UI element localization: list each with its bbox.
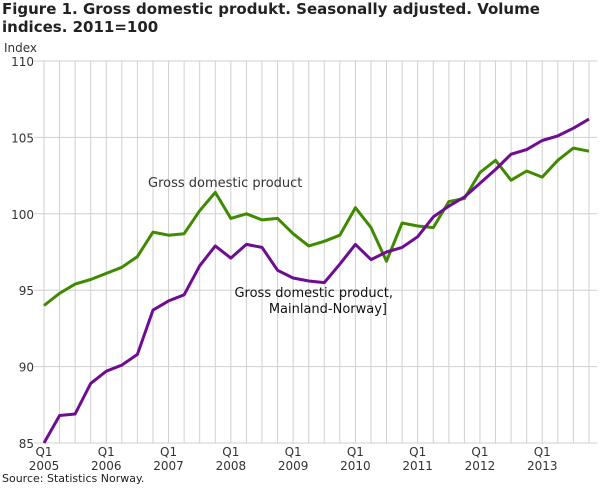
x-tick-year: 2009 <box>278 459 309 473</box>
x-tick-quarter: Q1 <box>222 445 239 459</box>
x-tick-quarter: Q1 <box>534 445 551 459</box>
x-tick-quarter: Q1 <box>98 445 115 459</box>
x-tick-year: 2008 <box>216 459 247 473</box>
source-note: Source: Statistics Norway. <box>2 472 145 485</box>
series-line-mainland <box>42 117 590 444</box>
x-tick-year: 2012 <box>465 459 496 473</box>
series-line-gdp <box>43 146 590 307</box>
chart-title: Figure 1. Gross domestic produkt. Season… <box>2 0 540 36</box>
x-tick-year: 2006 <box>91 459 122 473</box>
x-tick-quarter: Q1 <box>285 445 302 459</box>
x-tick-quarter: Q1 <box>35 445 52 459</box>
series-label-mainland: Mainland-Norway] <box>269 302 387 317</box>
y-tick-label: 85 <box>19 437 34 451</box>
x-tick-year: 2010 <box>340 459 371 473</box>
y-tick-label: 100 <box>11 208 34 222</box>
y-tick-label: 95 <box>19 284 34 298</box>
x-tick-year: 2013 <box>527 459 558 473</box>
x-tick-year: 2007 <box>153 459 184 473</box>
series-label-gdp: Gross domestic product <box>148 176 302 191</box>
x-tick-quarter: Q1 <box>471 445 488 459</box>
x-tick-quarter: Q1 <box>160 445 177 459</box>
x-tick-quarter: Q1 <box>347 445 364 459</box>
y-tick-label: 105 <box>11 131 34 145</box>
y-axis-label: Index <box>4 41 37 55</box>
series-label-mainland: Gross domestic product, <box>234 286 393 301</box>
x-tick-year: 2005 <box>29 459 60 473</box>
y-tick-label: 110 <box>11 55 34 69</box>
y-tick-label: 90 <box>19 361 34 375</box>
x-tick-quarter: Q1 <box>409 445 426 459</box>
x-tick-year: 2011 <box>402 459 433 473</box>
